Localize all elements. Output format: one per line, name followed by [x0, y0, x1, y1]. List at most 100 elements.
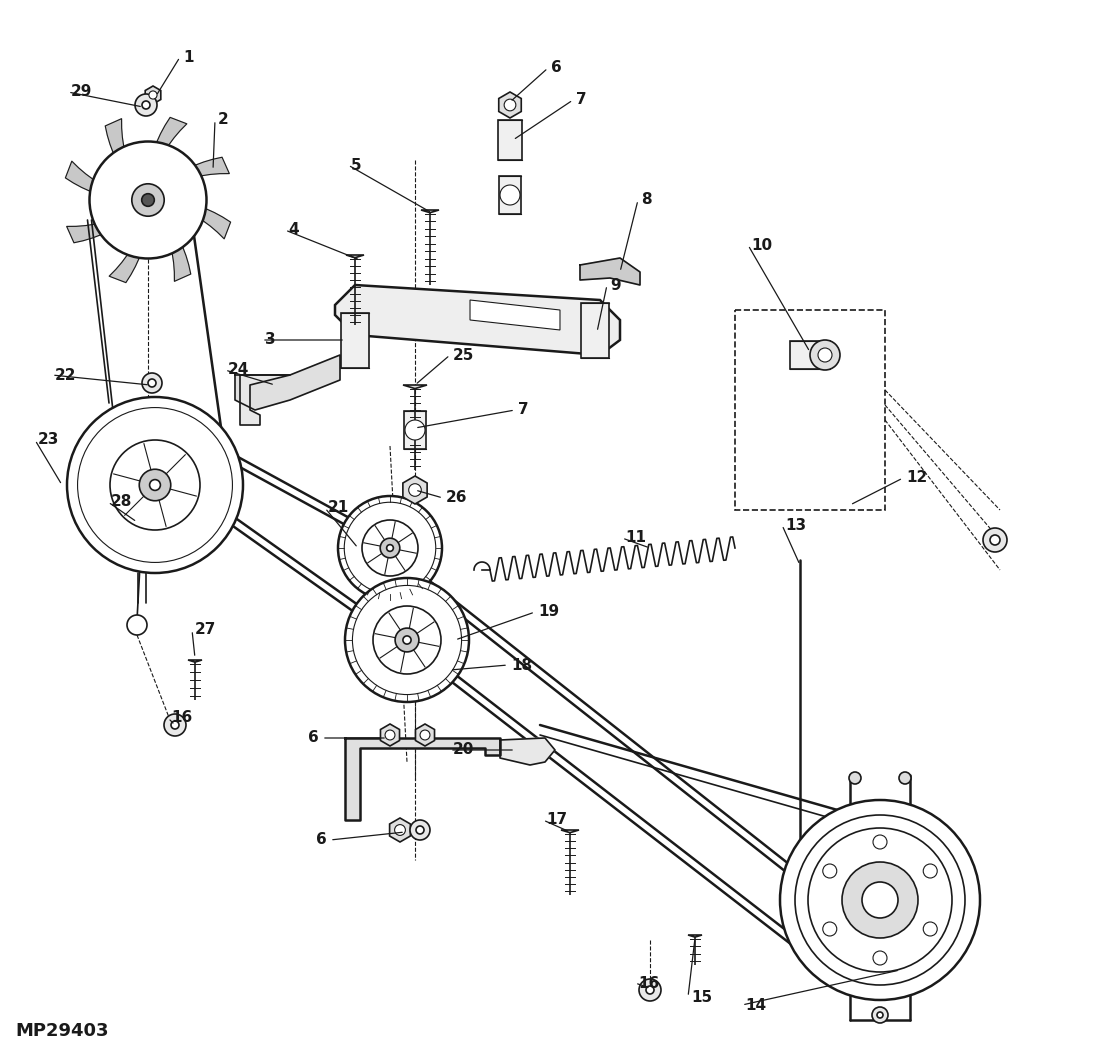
Circle shape: [362, 520, 418, 576]
Polygon shape: [346, 255, 364, 258]
Circle shape: [164, 714, 186, 736]
Circle shape: [352, 586, 461, 695]
Circle shape: [142, 373, 162, 393]
Text: 7: 7: [576, 92, 587, 107]
Circle shape: [110, 440, 200, 530]
Circle shape: [872, 1007, 889, 1023]
Text: 8: 8: [641, 192, 652, 208]
Circle shape: [983, 528, 1007, 552]
Circle shape: [818, 348, 832, 362]
Polygon shape: [470, 300, 560, 330]
Polygon shape: [421, 210, 439, 212]
Circle shape: [380, 538, 400, 558]
Circle shape: [132, 184, 164, 216]
Circle shape: [646, 986, 654, 994]
Polygon shape: [499, 92, 521, 118]
Circle shape: [842, 862, 918, 938]
Circle shape: [877, 1012, 883, 1017]
Circle shape: [345, 502, 436, 594]
Polygon shape: [164, 157, 229, 188]
Polygon shape: [235, 355, 340, 410]
Text: 6: 6: [308, 731, 319, 746]
Circle shape: [67, 397, 243, 573]
Circle shape: [142, 101, 150, 109]
Text: 23: 23: [39, 433, 59, 448]
Text: 22: 22: [55, 367, 76, 383]
Text: 3: 3: [265, 332, 275, 348]
Bar: [735, 310, 885, 510]
Text: 10: 10: [751, 238, 772, 253]
Circle shape: [77, 407, 232, 562]
Text: 29: 29: [70, 85, 92, 100]
Circle shape: [403, 636, 411, 644]
Circle shape: [142, 194, 154, 206]
Bar: [498, 120, 522, 160]
Polygon shape: [345, 738, 500, 820]
Circle shape: [150, 480, 161, 490]
Polygon shape: [161, 215, 190, 281]
Text: 9: 9: [610, 278, 621, 293]
Circle shape: [873, 951, 887, 966]
Circle shape: [822, 864, 837, 879]
Text: 20: 20: [453, 743, 475, 758]
Circle shape: [405, 420, 425, 440]
Circle shape: [810, 340, 840, 370]
Polygon shape: [470, 300, 560, 330]
Polygon shape: [415, 724, 435, 746]
Polygon shape: [335, 285, 620, 355]
Polygon shape: [403, 476, 427, 504]
Text: 24: 24: [228, 363, 249, 378]
Text: 12: 12: [906, 470, 927, 486]
Circle shape: [990, 535, 1000, 545]
Circle shape: [395, 628, 418, 651]
Text: 15: 15: [691, 990, 712, 1005]
Text: 6: 6: [550, 60, 562, 75]
Circle shape: [500, 185, 520, 205]
Text: 18: 18: [511, 658, 532, 673]
Polygon shape: [580, 258, 640, 285]
Text: 6: 6: [316, 833, 327, 848]
Circle shape: [139, 469, 171, 501]
Polygon shape: [390, 818, 411, 842]
Circle shape: [924, 922, 937, 936]
Text: 19: 19: [538, 605, 559, 620]
Text: 1: 1: [183, 50, 194, 65]
Text: MP29403: MP29403: [15, 1022, 109, 1040]
Circle shape: [862, 882, 898, 918]
Bar: [404, 411, 426, 449]
Text: 4: 4: [288, 223, 298, 238]
Circle shape: [873, 835, 887, 849]
Bar: [581, 302, 609, 358]
Text: 2: 2: [218, 112, 229, 127]
Polygon shape: [65, 161, 126, 201]
Text: 16: 16: [171, 711, 193, 726]
Circle shape: [149, 91, 157, 99]
Circle shape: [338, 495, 442, 601]
Circle shape: [416, 827, 424, 834]
Polygon shape: [106, 119, 135, 185]
Bar: [499, 176, 521, 214]
Text: 21: 21: [328, 501, 349, 516]
Circle shape: [795, 815, 964, 985]
Polygon shape: [562, 830, 579, 833]
Circle shape: [385, 730, 395, 740]
Text: 7: 7: [517, 402, 528, 417]
Text: 27: 27: [195, 623, 217, 638]
Polygon shape: [170, 201, 230, 239]
Circle shape: [421, 730, 430, 740]
Text: 16: 16: [637, 975, 659, 991]
Text: 13: 13: [785, 518, 806, 533]
Polygon shape: [500, 738, 555, 765]
Bar: [341, 313, 369, 367]
Polygon shape: [188, 660, 201, 662]
Circle shape: [135, 94, 157, 116]
Polygon shape: [403, 385, 427, 388]
Bar: [791, 341, 830, 369]
Polygon shape: [688, 935, 702, 937]
Circle shape: [373, 606, 442, 674]
Circle shape: [639, 979, 661, 1001]
Text: 17: 17: [546, 813, 567, 828]
Polygon shape: [67, 212, 132, 243]
Circle shape: [127, 615, 148, 634]
Circle shape: [822, 922, 837, 936]
